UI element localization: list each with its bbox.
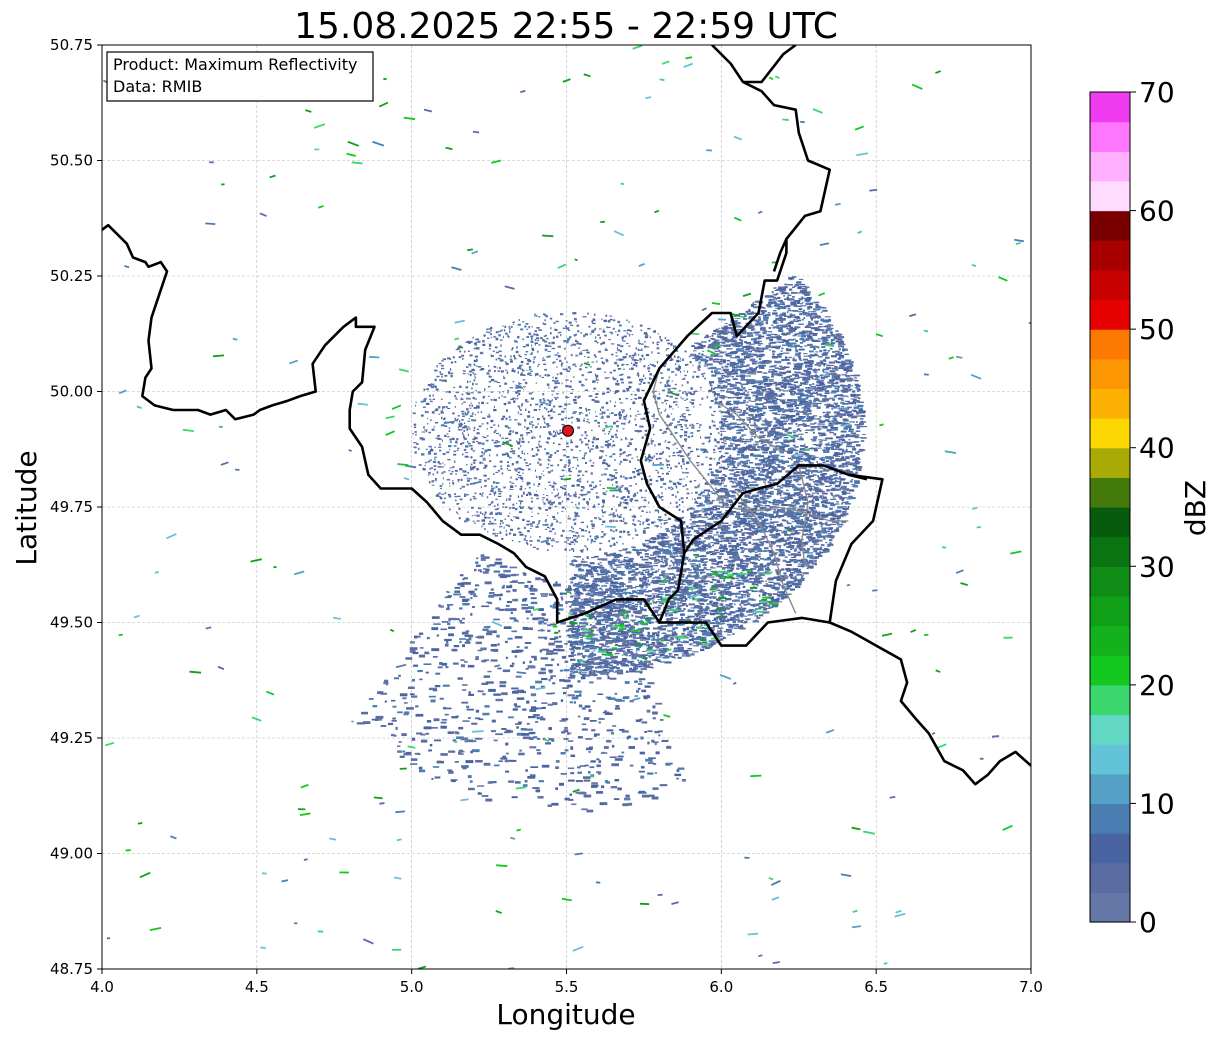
colorbar-tick-label: 10 <box>1139 787 1175 820</box>
national-border <box>772 238 788 272</box>
colorbar-segment <box>1090 773 1130 805</box>
colorbar-segment <box>1090 566 1130 597</box>
national-border <box>847 473 868 481</box>
colorbar-segment <box>1090 862 1130 893</box>
national-border <box>659 464 884 647</box>
x-axis-ticks: 4.0 4.5 5.0 5.5 6.0 6.5 7.0 <box>90 969 1043 996</box>
colorbar-segment <box>1090 299 1130 330</box>
y-tick-label: 50.50 <box>50 152 93 170</box>
x-tick-label: 6.5 <box>864 978 888 996</box>
map-plot-area <box>101 44 1032 970</box>
x-tick-label: 6.0 <box>709 978 733 996</box>
colorbar-segment <box>1090 358 1130 390</box>
colorbar-segment <box>1090 269 1130 301</box>
x-axis-label: Longitude <box>496 998 635 1031</box>
national-border <box>829 621 1031 786</box>
y-tick-label: 50.75 <box>50 36 93 54</box>
colorbar-segment <box>1090 744 1130 775</box>
reflectivity-echoes <box>103 45 1031 969</box>
colorbar-segment <box>1090 684 1130 716</box>
y-tick-label: 50.00 <box>50 383 93 401</box>
y-tick-label: 49.25 <box>50 729 93 747</box>
x-tick-label: 4.0 <box>90 978 114 996</box>
national-border <box>102 45 832 624</box>
product-info-box: Product: Maximum Reflectivity Data: RMIB <box>106 51 374 102</box>
y-axis-ticks: 48.75 49.00 49.25 49.50 49.75 50.00 50.25 50.50… <box>50 36 102 978</box>
y-tick-label: 49.00 <box>50 845 93 863</box>
colorbar-tick-label: 50 <box>1139 313 1175 346</box>
colorbar-tick-label: 40 <box>1139 432 1175 465</box>
regional-border <box>736 492 797 614</box>
colorbar-segment <box>1090 121 1130 152</box>
y-axis-label: Latitude <box>10 450 43 565</box>
regional-border <box>798 465 809 568</box>
colorbar-segment <box>1090 507 1130 538</box>
colorbar-segment <box>1090 803 1130 834</box>
colorbar-segment <box>1090 180 1130 212</box>
national-border <box>743 45 797 84</box>
colorbar-segment <box>1090 210 1130 241</box>
colorbar-tick-label: 60 <box>1139 195 1175 228</box>
x-tick-label: 5.5 <box>555 978 579 996</box>
colorbar-segment <box>1090 477 1130 508</box>
colorbar-tick-label: 0 <box>1139 906 1157 939</box>
colorbar-tick-label: 30 <box>1139 550 1175 583</box>
regional-border <box>714 400 784 453</box>
colorbar-segment <box>1090 329 1130 360</box>
country-borders <box>102 45 1031 786</box>
radar-site-marker <box>562 424 575 437</box>
colorbar-segment <box>1090 833 1130 864</box>
x-tick-label: 4.5 <box>245 978 269 996</box>
y-tick-label: 50.25 <box>50 267 93 285</box>
colorbar-segment <box>1090 714 1130 745</box>
colorbar-segment <box>1090 418 1130 449</box>
colorbar-segment <box>1090 92 1130 123</box>
colorbar-tick-label: 20 <box>1139 669 1175 702</box>
colorbar-label: dBZ <box>1179 480 1212 536</box>
y-tick-label: 49.75 <box>50 498 93 516</box>
colorbar-segment <box>1090 595 1130 627</box>
colorbar-segment <box>1090 536 1130 567</box>
colorbar-frame <box>1089 91 1131 923</box>
map-title: 15.08.2025 22:55 - 22:59 UTC <box>294 6 838 47</box>
dbz-colorbar: 0 10 20 30 40 50 60 70 <box>1089 76 1175 939</box>
y-tick-label: 48.75 <box>50 960 93 978</box>
info-product-text: Product: Maximum Reflectivity <box>113 55 357 74</box>
info-box-frame <box>106 51 374 102</box>
colorbar-segment <box>1090 151 1130 182</box>
colorbar-segment <box>1090 447 1130 478</box>
colorbar-segment <box>1090 240 1130 271</box>
colorbar-segment <box>1090 625 1130 656</box>
x-tick-label: 5.0 <box>400 978 424 996</box>
x-tick-label: 7.0 <box>1019 978 1043 996</box>
y-tick-label: 49.50 <box>50 614 93 632</box>
colorbar-tick-label: 70 <box>1139 76 1175 109</box>
colorbar-segment <box>1090 655 1130 686</box>
colorbar-segment <box>1090 892 1130 923</box>
info-source-text: Data: RMIB <box>113 77 202 96</box>
colorbar-segment <box>1090 388 1130 419</box>
